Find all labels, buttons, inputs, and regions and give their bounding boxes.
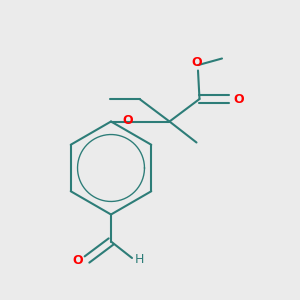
Text: O: O (73, 254, 83, 268)
Text: O: O (191, 56, 202, 69)
Text: H: H (135, 253, 144, 266)
Text: O: O (233, 92, 244, 106)
Text: O: O (123, 113, 134, 127)
